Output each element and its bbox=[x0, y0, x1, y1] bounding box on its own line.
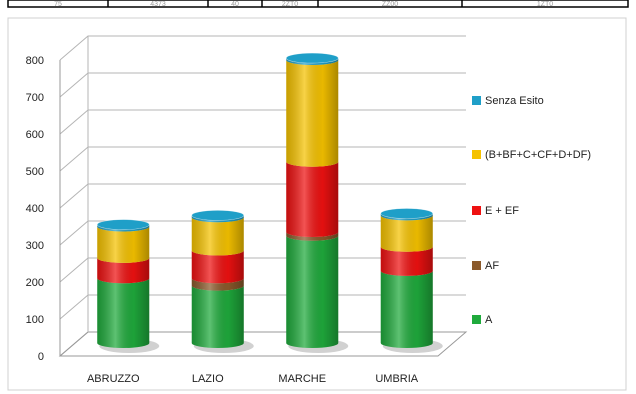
bar-top-cap bbox=[191, 210, 245, 221]
bar-segment bbox=[191, 215, 244, 223]
y-tick-label: 400 bbox=[26, 203, 44, 215]
bar-segment bbox=[97, 257, 150, 284]
bar-segment-shade bbox=[97, 257, 150, 284]
table-strip-cell: 40 bbox=[231, 1, 239, 8]
bar-segment-shade bbox=[380, 270, 433, 348]
y-tick-label: 600 bbox=[26, 129, 44, 141]
bar-segment-shade bbox=[380, 215, 433, 252]
legend-swatch bbox=[472, 315, 481, 324]
bar-segment-shade bbox=[97, 278, 150, 348]
bar-segment bbox=[286, 232, 339, 241]
bar-segment bbox=[286, 161, 339, 237]
bar-segment-shade bbox=[191, 278, 244, 291]
legend-item: (B+BF+C+CF+D+DF) bbox=[472, 149, 591, 161]
legend: Senza Esito (B+BF+C+CF+D+DF) E + EF AF A bbox=[472, 95, 591, 326]
bar-stack-lazio bbox=[191, 210, 254, 353]
bar-stack-abruzzo bbox=[96, 219, 160, 353]
bar-segment bbox=[191, 285, 244, 348]
bar-segment-shade bbox=[97, 226, 150, 263]
bar-segment-shade bbox=[286, 232, 339, 241]
bar-stack-umbria bbox=[380, 208, 443, 353]
y-tick-label: 500 bbox=[26, 166, 44, 178]
legend-item: AF bbox=[472, 260, 499, 272]
bar-segment bbox=[380, 270, 433, 348]
bar-segment bbox=[380, 215, 433, 252]
table-strip-cell: ZZ00 bbox=[382, 1, 398, 8]
bar-segment bbox=[286, 58, 339, 65]
gridlines bbox=[58, 35, 468, 357]
legend-swatch bbox=[472, 96, 481, 105]
bar-segment-shade bbox=[286, 59, 339, 167]
table-strip-cell: 4373 bbox=[150, 1, 166, 8]
bar-segment bbox=[380, 246, 433, 276]
y-tick-label: 800 bbox=[26, 55, 44, 67]
bar-segment bbox=[191, 217, 244, 256]
legend-item: Senza Esito bbox=[472, 95, 544, 107]
legend-swatch bbox=[472, 150, 481, 159]
bar-segment bbox=[97, 224, 150, 232]
bars bbox=[96, 52, 443, 353]
bar-top-cap bbox=[380, 208, 434, 219]
legend-label: Senza Esito bbox=[485, 95, 544, 107]
table-strip-cell: 1ZT0 bbox=[537, 1, 553, 8]
x-axis-category-labels: ABRUZZO LAZIO MARCHE UMBRIA bbox=[87, 373, 419, 385]
bar-segment bbox=[191, 278, 244, 291]
bar-segment bbox=[97, 278, 150, 348]
bar-segment bbox=[97, 226, 150, 263]
bar-segment-shade bbox=[97, 224, 150, 232]
y-tick-label: 700 bbox=[26, 92, 44, 104]
x-category-label: ABRUZZO bbox=[87, 373, 140, 385]
bar-segment-shade bbox=[191, 285, 244, 348]
bar-segment-shade bbox=[191, 217, 244, 256]
legend-swatch bbox=[472, 261, 481, 270]
bar-segment-shade bbox=[380, 213, 433, 221]
table-strip-cell: 75 bbox=[54, 1, 62, 8]
y-axis-tick-labels: 0 100 200 300 400 500 600 700 800 bbox=[26, 55, 44, 363]
table-strip-cell: 2ZT0 bbox=[282, 1, 298, 8]
legend-label: A bbox=[485, 314, 493, 326]
y-tick-label: 300 bbox=[26, 240, 44, 252]
bar-segment bbox=[191, 250, 244, 284]
chart-floor bbox=[58, 331, 468, 357]
bar-stack-marche bbox=[285, 52, 349, 353]
x-category-label: LAZIO bbox=[192, 373, 224, 385]
bar-segment bbox=[286, 235, 339, 348]
legend-item: A bbox=[472, 314, 493, 326]
bar-segment-shade bbox=[380, 246, 433, 276]
y-tick-label: 200 bbox=[26, 277, 44, 289]
top-table-strip: 75 4373 40 2ZT0 ZZ00 1ZT0 bbox=[7, 0, 629, 8]
bar-segment-shade bbox=[286, 235, 339, 348]
legend-label: (B+BF+C+CF+D+DF) bbox=[485, 149, 591, 161]
bar-segment-shade bbox=[286, 58, 339, 65]
bar-segment-shade bbox=[191, 250, 244, 284]
bar-top-cap bbox=[285, 52, 339, 64]
legend-swatch bbox=[472, 206, 481, 215]
legend-item: E + EF bbox=[472, 205, 519, 217]
bar-segment bbox=[380, 213, 433, 221]
y-tick-label: 0 bbox=[38, 351, 44, 363]
legend-label: AF bbox=[485, 260, 499, 272]
x-category-label: MARCHE bbox=[278, 373, 326, 385]
bar-segment-shade bbox=[191, 215, 244, 223]
legend-label: E + EF bbox=[485, 205, 519, 217]
bar-top-cap bbox=[96, 219, 150, 230]
bar-segment bbox=[286, 59, 339, 167]
bar-segment-shade bbox=[286, 161, 339, 237]
y-tick-label: 100 bbox=[26, 314, 44, 326]
x-category-label: UMBRIA bbox=[375, 373, 418, 385]
